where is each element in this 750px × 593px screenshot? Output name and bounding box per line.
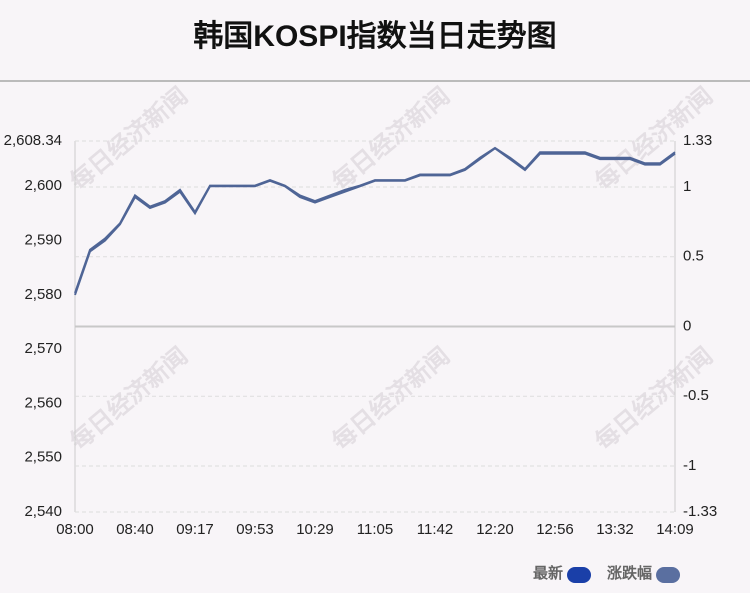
x-tick-label: 11:42 [417,521,453,538]
y2-tick-label: 0 [683,317,691,334]
x-tick-label: 12:56 [536,521,574,538]
x-tick-label: 14:09 [656,521,694,538]
legend-label: 涨跌幅 [607,564,652,582]
legend-label: 最新 [533,564,563,582]
x-tick-label: 13:32 [596,521,634,538]
y-tick-label: 2,570 [24,340,62,357]
y2-tick-label: 0.5 [683,248,704,265]
x-tick-label: 12:20 [476,521,514,538]
x-tick-label: 08:40 [116,521,154,538]
watermark: 每日经济新闻 [65,342,193,456]
x-tick-label: 08:00 [56,521,94,538]
watermarks: 每日经济新闻 每日经济新闻 每日经济新闻 每日经济新闻 每日经济新闻 每日经济新… [65,82,718,456]
data-line [74,146,676,294]
y-tick-label: 2,560 [24,394,62,411]
chart-title: 韩国KOSPI指数当日走势图 [193,20,556,53]
y2-tick-label: -0.5 [683,387,709,404]
legend-swatch [656,567,681,583]
y-tick-label: 2,580 [24,286,62,303]
y-tick-label: 2,590 [24,232,62,249]
watermark: 每日经济新闻 [327,82,455,196]
x-tick-label: 11:05 [357,521,393,538]
x-tick-label: 09:53 [236,521,274,538]
x-tick-label: 09:17 [176,521,214,538]
legend-swatch [567,567,592,583]
y2-tick-label: -1.33 [683,503,717,520]
watermark: 每日经济新闻 [65,82,193,196]
y-tick-label: 2,600 [24,177,62,194]
y-tick-label: 2,540 [24,503,62,520]
x-tick-label: 10:29 [296,521,334,538]
y2-tick-label: 1.33 [683,132,712,149]
y2-tick-label: -1 [683,457,696,474]
y2-tick-label: 1 [683,178,691,195]
y-tick-label: 2,550 [24,449,62,466]
watermark: 每日经济新闻 [327,342,455,456]
y-tick-label: 2,608.34 [4,132,62,149]
